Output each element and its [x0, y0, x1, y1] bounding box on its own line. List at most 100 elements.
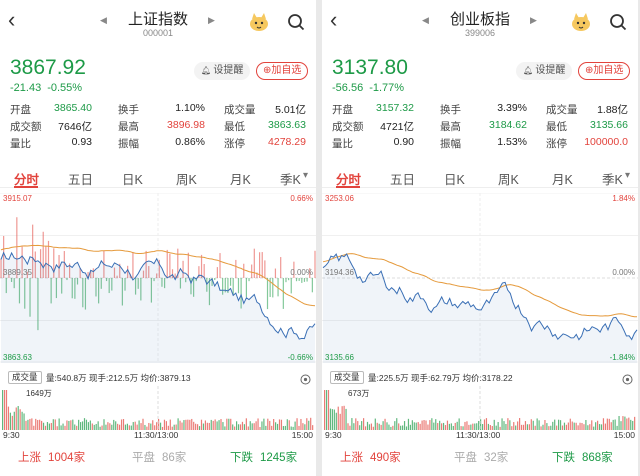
- stats-row: 开盘 3865.40 换手 1.10% 成交量 5.01亿: [0, 101, 316, 118]
- stat-label: 成交额: [332, 121, 364, 133]
- stat-value: 3865.40: [54, 102, 92, 114]
- next-index-icon[interactable]: ▶: [530, 15, 537, 25]
- stat-value: 7646亿: [58, 121, 92, 133]
- header-bar: ‹ ◀ ▶ 上证指数 000001: [0, 0, 316, 44]
- intraday-chart-svg: [0, 192, 316, 363]
- time-open-label: 9:30: [3, 430, 20, 440]
- index-code: 000001: [142, 28, 174, 38]
- tab-1[interactable]: 五日: [390, 173, 416, 187]
- active-tab-underline: [14, 186, 38, 188]
- time-close-label: 15:00: [613, 430, 635, 440]
- volume-info: 量:540.8万 现手:212.5万 均价:3879.13: [46, 373, 191, 383]
- time-midday-label: 11:30/13:00: [134, 430, 179, 440]
- tab-4[interactable]: 月K: [552, 173, 573, 187]
- price-line: [322, 253, 638, 341]
- average-price-line: [322, 253, 638, 318]
- intraday-chart-svg: [322, 192, 638, 363]
- volume-header: 成交量 量:540.8万 现手:212.5万 均价:3879.13: [0, 370, 316, 386]
- stat-label: 最高: [118, 121, 139, 133]
- intraday-chart[interactable]: 3253.06 3194.36 3135.66 1.84% 0.00% -1.84%: [322, 192, 638, 363]
- tab-5[interactable]: 季K: [602, 173, 623, 187]
- stat-label: 振幅: [440, 138, 461, 150]
- add-watchlist-button[interactable]: ⊕加自选: [256, 62, 309, 80]
- bell-icon: 🔔︎: [201, 66, 214, 75]
- volume-chart[interactable]: 673万: [322, 386, 638, 430]
- volume-chart[interactable]: 1649万: [0, 386, 316, 430]
- tab-3[interactable]: 周K: [176, 173, 197, 187]
- axis-mid-label: 3889.35: [3, 268, 32, 277]
- volume-info: 量:225.5万 现手:62.79万 均价:3178.22: [368, 373, 513, 383]
- last-price: 3137.80: [332, 56, 408, 79]
- stat-value: 0.93: [71, 136, 92, 148]
- stat-value: 100000.0: [584, 136, 628, 148]
- stat-label: 涨停: [224, 138, 245, 150]
- volume-indicator-button[interactable]: 成交量: [8, 371, 42, 384]
- stat-value: 5.01亿: [275, 104, 306, 116]
- tab-0[interactable]: 分时: [336, 173, 362, 187]
- volume-max-label: 673万: [348, 389, 370, 398]
- tab-4[interactable]: 月K: [230, 173, 251, 187]
- stat-label: 振幅: [118, 138, 139, 150]
- settings-icon[interactable]: [622, 372, 633, 385]
- stat-label: 成交量: [224, 104, 256, 116]
- back-icon[interactable]: ‹: [8, 7, 16, 32]
- stat-label: 开盘: [332, 104, 353, 116]
- volume-chart-svg: [324, 386, 636, 430]
- stat-label: 涨停: [546, 138, 567, 150]
- axis-high-pct: 0.66%: [290, 194, 313, 203]
- search-icon[interactable]: [608, 12, 628, 32]
- intraday-chart[interactable]: 3915.07 3889.35 3863.63 0.66% 0.00% -0.66%: [0, 192, 316, 363]
- stat-label: 换手: [118, 104, 139, 116]
- stats-grid: 开盘 3157.32 换手 3.39% 成交量 1.88亿 成交额 4721亿 最高 3184.6…: [322, 101, 638, 152]
- set-alert-button[interactable]: 🔔︎ 设提醒: [194, 62, 251, 80]
- mascot-icon[interactable]: [570, 12, 592, 32]
- tab-2[interactable]: 日K: [444, 173, 465, 187]
- stat-label: 成交量: [546, 104, 578, 116]
- bell-icon: 🔔︎: [523, 66, 536, 75]
- stats-row: 量比 0.90 振幅 1.53% 涨停 100000.0: [322, 135, 638, 152]
- mascot-icon[interactable]: [248, 12, 270, 32]
- stat-label: 最低: [224, 121, 245, 133]
- stat-value: 1.10%: [175, 102, 205, 114]
- change-percent: -0.55%: [47, 82, 83, 94]
- dropdown-icon[interactable]: ▾: [625, 170, 631, 181]
- tab-0[interactable]: 分时: [14, 173, 40, 187]
- last-price: 3867.92: [10, 56, 86, 79]
- flat-label: 平盘: [132, 452, 155, 464]
- falling-label: 下跌: [230, 452, 253, 464]
- stat-value: 3.39%: [497, 102, 527, 114]
- search-icon[interactable]: [286, 12, 306, 32]
- stat-label: 换手: [440, 104, 461, 116]
- plus-icon: ⊕: [585, 65, 594, 76]
- set-alert-button[interactable]: 🔔︎ 设提醒: [516, 62, 573, 80]
- flat-count: 32家: [484, 452, 509, 464]
- stats-row: 量比 0.93 振幅 0.86% 涨停 4278.29: [0, 135, 316, 152]
- price-line: [0, 251, 316, 340]
- stat-value: 3157.32: [376, 102, 414, 114]
- stats-row: 成交额 7646亿 最高 3896.98 最低 3863.63: [0, 118, 316, 135]
- settings-icon[interactable]: [300, 372, 311, 385]
- volume-indicator-button[interactable]: 成交量: [330, 371, 364, 384]
- average-price-line: [0, 244, 316, 307]
- falling-label: 下跌: [552, 452, 575, 464]
- period-tabs: 分时 五日 日K 周K 月K 季K ▾: [322, 166, 638, 188]
- tab-3[interactable]: 周K: [498, 173, 519, 187]
- dropdown-icon[interactable]: ▾: [303, 170, 309, 181]
- prev-index-icon[interactable]: ◀: [100, 15, 107, 25]
- tab-5[interactable]: 季K: [280, 173, 301, 187]
- axis-high-pct: 1.84%: [612, 194, 635, 203]
- stat-value: 3896.98: [167, 119, 205, 131]
- volume-max-label: 1649万: [26, 389, 52, 398]
- stats-grid: 开盘 3865.40 换手 1.10% 成交量 5.01亿 成交额 7646亿 最高 3896.9…: [0, 101, 316, 152]
- next-index-icon[interactable]: ▶: [208, 15, 215, 25]
- set-alert-label: 设提醒: [535, 65, 566, 76]
- add-watchlist-button[interactable]: ⊕加自选: [578, 62, 631, 80]
- back-icon[interactable]: ‹: [330, 7, 338, 32]
- tab-2[interactable]: 日K: [122, 173, 143, 187]
- price-change: -56.56 -1.77%: [332, 82, 404, 94]
- prev-index-icon[interactable]: ◀: [422, 15, 429, 25]
- price-change: -21.43 -0.55%: [10, 82, 82, 94]
- axis-mid-label: 3194.36: [325, 268, 354, 277]
- tab-1[interactable]: 五日: [68, 173, 94, 187]
- stat-value: 3184.62: [489, 119, 527, 131]
